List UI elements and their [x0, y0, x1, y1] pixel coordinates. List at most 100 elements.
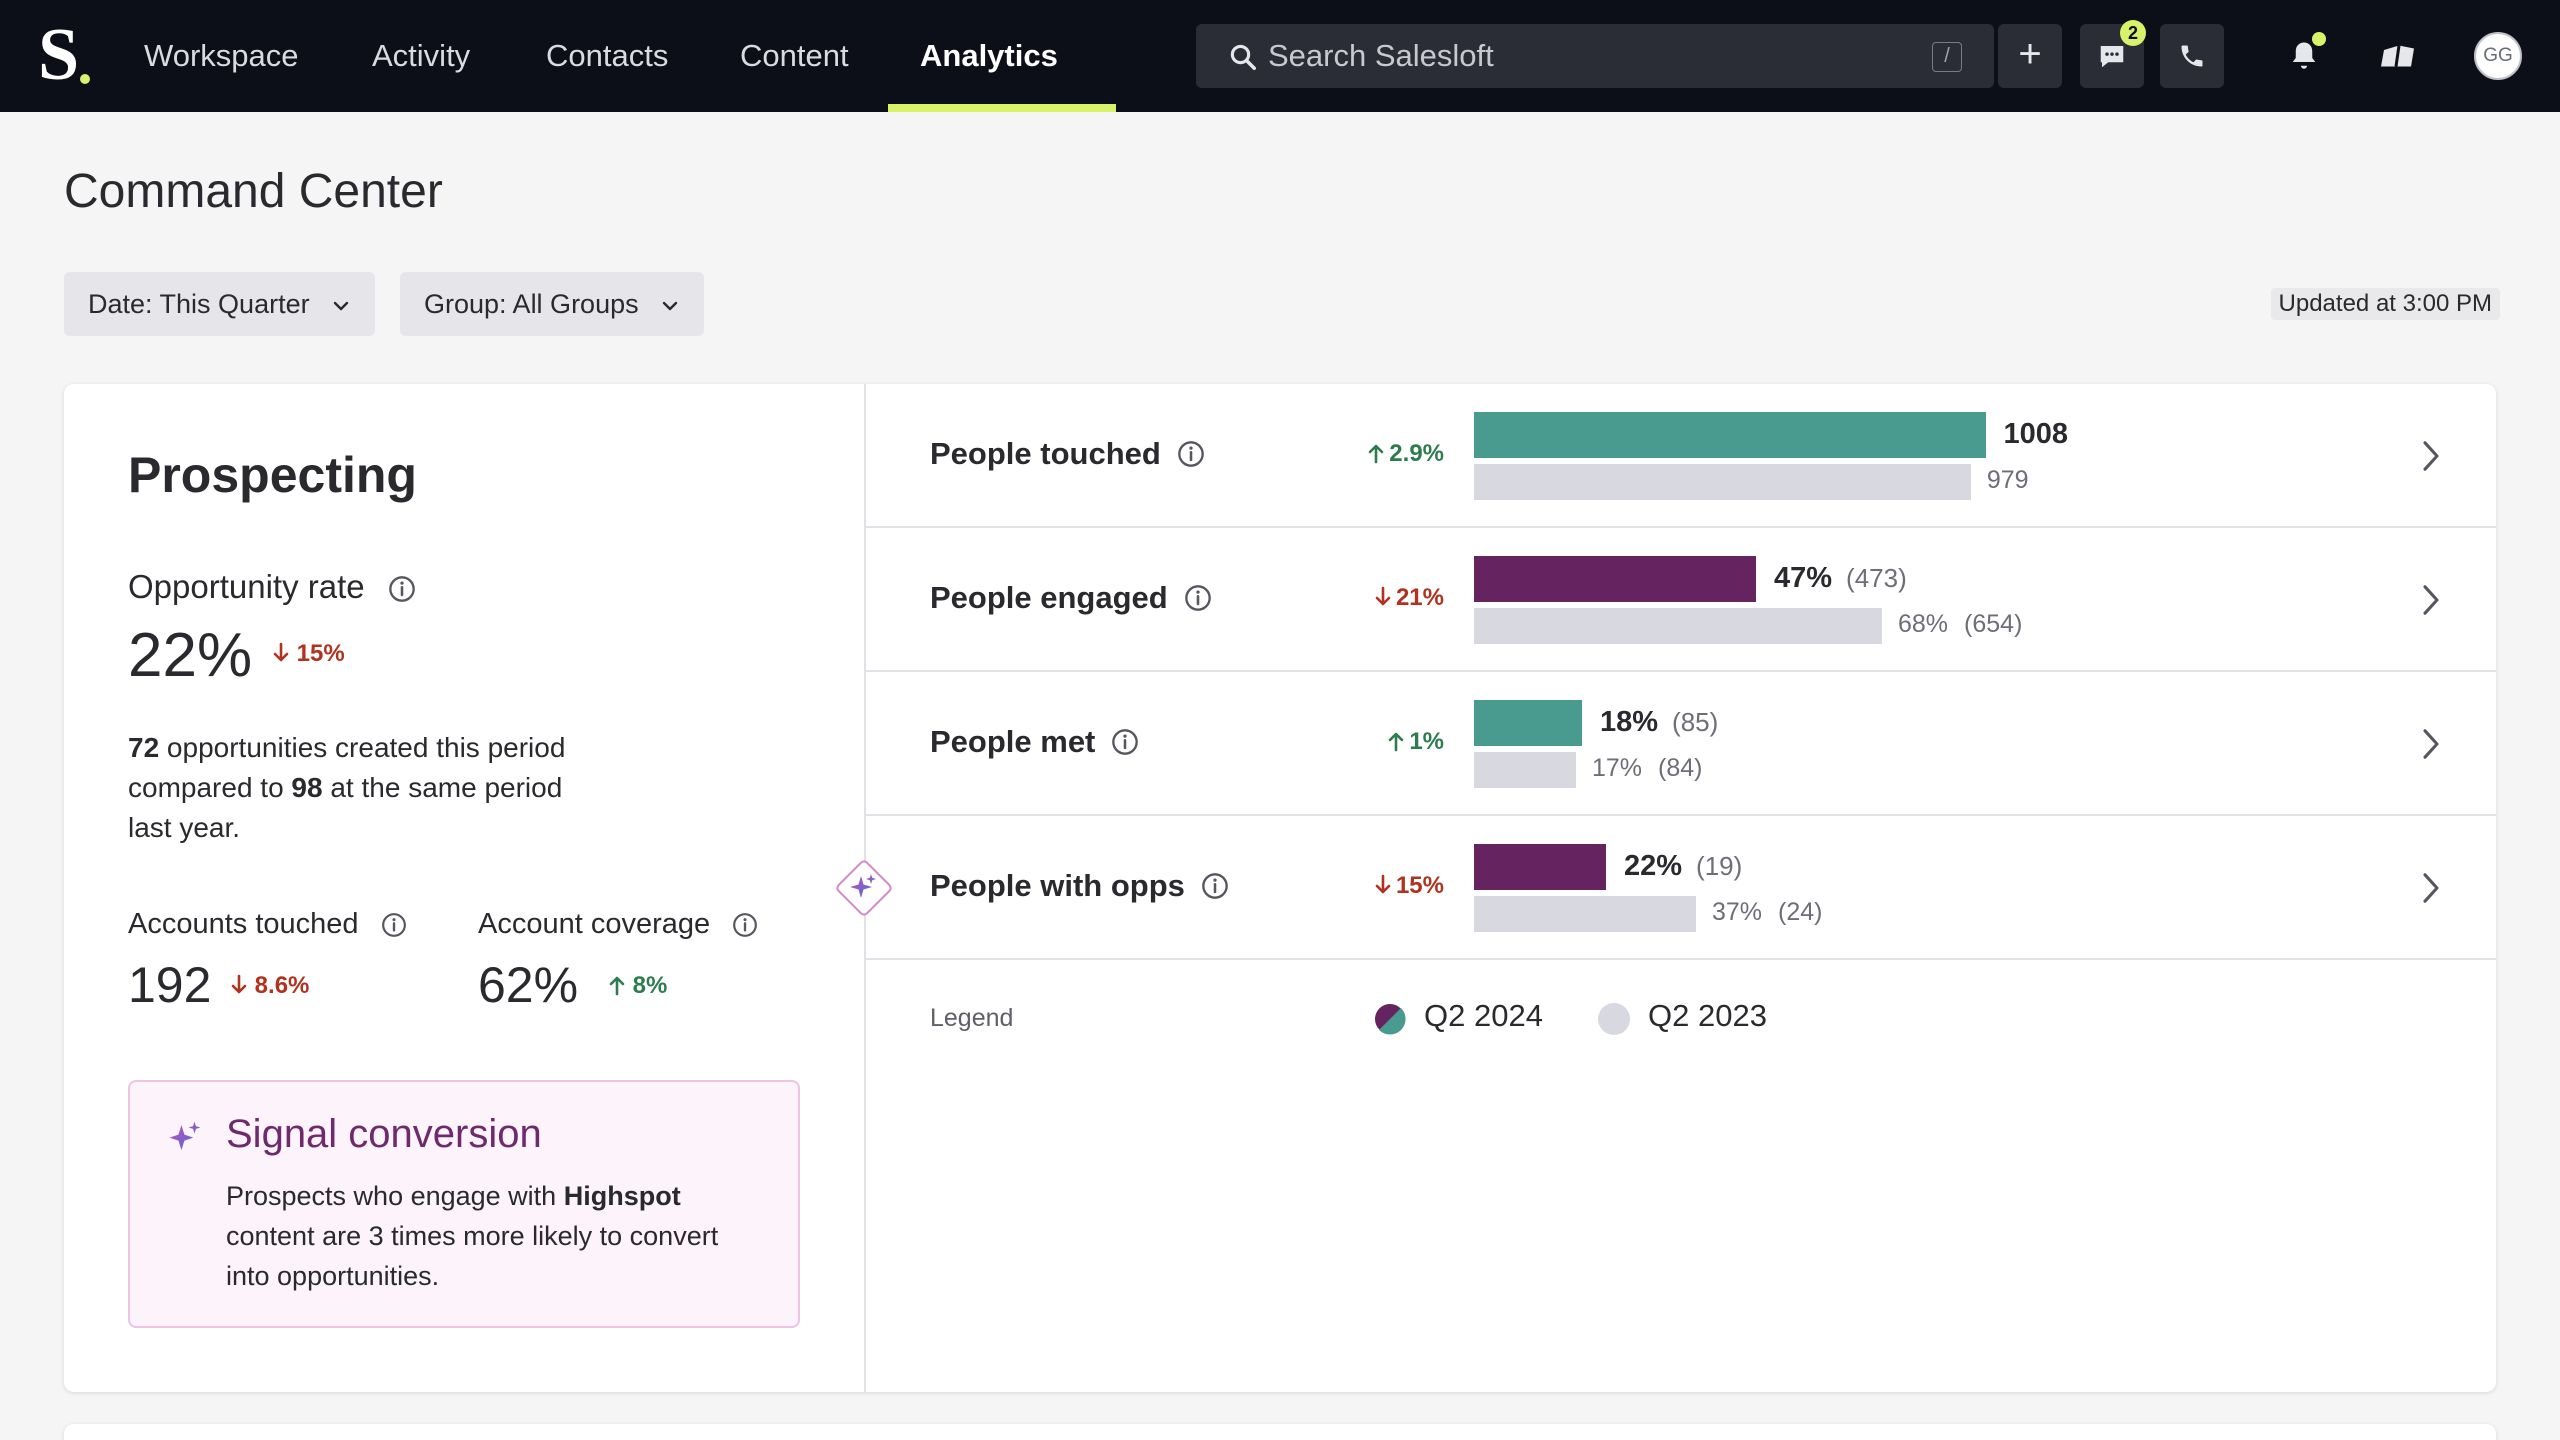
metric-delta-value: 2.9%	[1389, 440, 1444, 467]
row-divider	[866, 526, 2496, 528]
signal-conversion-text: Prospects who engage with Highspot conte…	[226, 1176, 766, 1296]
nav-workspace[interactable]: Workspace	[144, 38, 299, 73]
arrow-up-icon	[609, 976, 625, 996]
next-card	[64, 1424, 2496, 1440]
prior-count-text: (24)	[1778, 898, 1823, 926]
info-icon[interactable]	[1177, 440, 1205, 468]
prior-period-value: 979	[1987, 466, 2029, 495]
nav-contacts[interactable]: Contacts	[546, 38, 669, 73]
search-bar[interactable]: /	[1196, 24, 1994, 88]
legend-prior-period: Q2 2023	[1648, 998, 1767, 1033]
integration-icon[interactable]	[2378, 38, 2420, 74]
nav-activity[interactable]: Activity	[372, 38, 471, 73]
arrow-up-icon	[1368, 444, 1384, 464]
group-filter-dropdown[interactable]: Group: All Groups	[400, 272, 705, 336]
signal-text-1: Prospects who engage with	[226, 1181, 564, 1211]
metric-label[interactable]: People met	[930, 724, 1139, 760]
phone-icon	[2181, 45, 2203, 67]
account-coverage-delta-value: 8%	[632, 972, 668, 999]
prior-count-text: (84)	[1658, 754, 1703, 782]
search-icon	[1230, 44, 1256, 70]
metric-label[interactable]: People touched	[930, 436, 1205, 472]
messages-count-badge: 2	[2120, 20, 2146, 46]
prior-period-value: 68% (654)	[1898, 610, 2022, 639]
accounts-touched-label: Accounts touched	[128, 908, 407, 941]
row-divider	[866, 958, 2496, 960]
account-coverage-label-text: Account coverage	[478, 908, 711, 940]
arrow-down-icon	[273, 642, 289, 662]
current-period-bar	[1474, 700, 1582, 746]
current-value-text: 1008	[2003, 418, 2069, 450]
signal-conversion-title: Signal conversion	[226, 1112, 542, 1156]
arrow-down-icon	[231, 974, 247, 994]
metric-label[interactable]: People with opps	[930, 868, 1229, 904]
ai-insight-icon[interactable]	[832, 856, 896, 920]
signal-highlight: Highspot	[563, 1181, 681, 1211]
prior-value-text: 17%	[1592, 754, 1643, 782]
user-avatar[interactable]: GG	[2474, 32, 2522, 80]
last-updated-timestamp: Updated at 3:00 PM	[2270, 288, 2500, 320]
date-filter-label: Date: This Quarter	[88, 289, 310, 319]
logo-dot	[80, 74, 90, 84]
search-input[interactable]	[1268, 24, 1908, 88]
accounts-touched-delta: 8.6%	[230, 972, 309, 1000]
arrow-down-icon	[1375, 586, 1391, 606]
opportunities-prior-count: 98	[291, 772, 323, 803]
opportunity-rate-label: Opportunity rate	[128, 568, 416, 606]
opportunity-rate-delta: 15%	[272, 640, 345, 668]
create-button[interactable]: +	[1998, 24, 2062, 88]
chevron-right-icon[interactable]	[2418, 726, 2444, 762]
notifications-bell-icon[interactable]	[2286, 38, 2322, 74]
info-icon[interactable]	[1184, 584, 1212, 612]
prior-value-text: 979	[1986, 466, 2029, 494]
logo-letter: S	[38, 14, 80, 96]
legend-label: Legend	[930, 1004, 1014, 1032]
chevron-down-icon	[662, 301, 678, 311]
chevron-right-icon[interactable]	[2418, 870, 2444, 906]
current-value-text: 18%	[1600, 706, 1659, 738]
metric-label-text: People touched	[930, 436, 1161, 471]
phone-button[interactable]	[2160, 24, 2224, 88]
accounts-touched-label-text: Accounts touched	[128, 908, 359, 940]
arrow-up-icon	[1389, 732, 1404, 752]
metric-label-text: People met	[930, 724, 1096, 759]
current-period-bar	[1474, 844, 1606, 890]
current-period-value: 1008	[2004, 418, 2069, 451]
metric-delta-value: 1%	[1409, 728, 1444, 755]
metric-delta: 2.9%	[1367, 440, 1444, 468]
metric-label-text: People engaged	[930, 580, 1168, 615]
info-icon[interactable]	[388, 575, 416, 603]
metric-label[interactable]: People engaged	[930, 580, 1212, 616]
description-text-2: at the same period last year.	[128, 772, 563, 843]
opportunity-rate-label-text: Opportunity rate	[128, 568, 365, 605]
current-period-value: 22% (19)	[1624, 850, 1742, 883]
row-divider	[866, 670, 2496, 672]
active-tab-indicator	[888, 104, 1116, 112]
chevron-right-icon[interactable]	[2418, 582, 2444, 618]
accounts-touched-delta-value: 8.6%	[254, 972, 310, 999]
prior-value-text: 37%	[1712, 898, 1763, 926]
metric-delta-value: 21%	[1395, 584, 1444, 611]
nav-content[interactable]: Content	[740, 38, 849, 73]
metric-label-text: People with opps	[930, 868, 1185, 903]
info-icon[interactable]	[732, 912, 758, 938]
row-divider	[866, 814, 2496, 816]
date-filter-dropdown[interactable]: Date: This Quarter	[64, 272, 376, 336]
current-period-bar	[1474, 556, 1756, 602]
info-icon[interactable]	[1111, 728, 1139, 756]
opportunity-description: 72 opportunities created this period com…	[128, 728, 568, 848]
chevron-down-icon	[333, 301, 349, 311]
info-icon[interactable]	[1201, 872, 1229, 900]
prior-period-bar	[1474, 464, 1971, 500]
nav-analytics[interactable]: Analytics	[920, 38, 1058, 73]
opportunity-rate-delta-value: 15%	[296, 640, 345, 667]
legend-current-period: Q2 2024	[1424, 998, 1543, 1033]
info-icon[interactable]	[381, 912, 407, 938]
arrow-down-icon	[1375, 874, 1391, 894]
chevron-right-icon[interactable]	[2418, 438, 2444, 474]
signal-conversion-callout: Signal conversion Prospects who engage w…	[128, 1080, 800, 1328]
search-shortcut-hint: /	[1932, 42, 1962, 72]
salesloft-logo[interactable]: S	[38, 18, 94, 92]
prior-value-text: 68%	[1898, 610, 1949, 638]
account-coverage-label: Account coverage	[478, 908, 758, 941]
